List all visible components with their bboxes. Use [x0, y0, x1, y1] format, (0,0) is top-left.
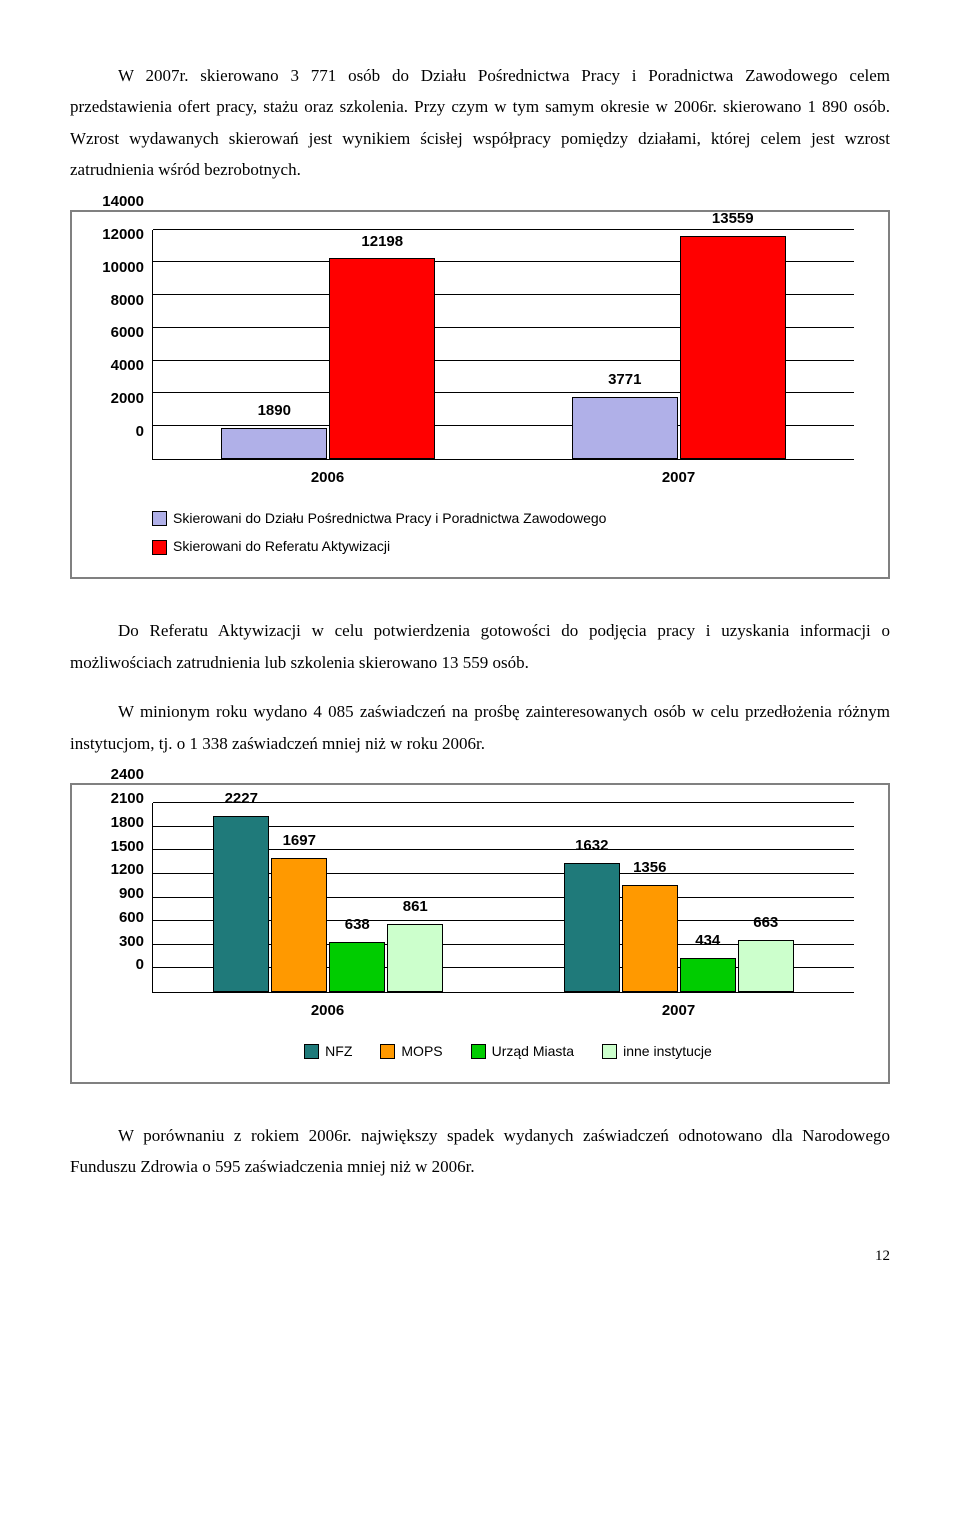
- plot-frame: 189012198377113559: [152, 230, 854, 460]
- paragraph-4: W porównaniu z rokiem 2006r. największy …: [70, 1120, 890, 1183]
- bar-value-label: 1632: [575, 832, 608, 860]
- legend-item: Skierowani do Działu Pośrednictwa Pracy …: [152, 506, 864, 532]
- paragraph-1: W 2007r. skierowano 3 771 osób do Działu…: [70, 60, 890, 186]
- legend-swatch: [152, 511, 167, 526]
- bar: 638: [329, 942, 385, 993]
- bar: 861: [387, 924, 443, 992]
- bar-value-label: 1890: [258, 397, 291, 425]
- bar-value-label: 3771: [608, 366, 641, 394]
- chart-1-legend: Skierowani do Działu Pośrednictwa Pracy …: [152, 506, 864, 561]
- bar: 2227: [213, 816, 269, 992]
- bar-value-label: 1356: [633, 854, 666, 882]
- ytick-label: 1800: [111, 809, 152, 837]
- ytick-label: 0: [136, 951, 152, 979]
- bar: 1890: [221, 428, 327, 459]
- chart-2-plot-area: 2227169763886116321356434663030060090012…: [152, 803, 854, 993]
- ytick-label: 300: [119, 928, 152, 956]
- legend-item: Skierowani do Referatu Aktywizacji: [152, 534, 864, 560]
- bar: 434: [680, 958, 736, 992]
- bar-value-label: 2227: [225, 785, 258, 813]
- ytick-label: 14000: [102, 188, 152, 216]
- legend-item: NFZ: [304, 1039, 352, 1065]
- ytick-label: 2100: [111, 785, 152, 813]
- bar-value-label: 12198: [361, 228, 403, 256]
- bar: 13559: [680, 236, 786, 459]
- bar-value-label: 1697: [283, 827, 316, 855]
- chart-2-legend: NFZ MOPS Urząd Miasta inne instytucje: [152, 1039, 864, 1068]
- legend-label: MOPS: [401, 1039, 442, 1065]
- bar-group: 189012198: [153, 230, 504, 459]
- ytick-label: 12000: [102, 221, 152, 249]
- paragraph-3: W minionym roku wydano 4 085 zaświadczeń…: [70, 696, 890, 759]
- bar: 1632: [564, 863, 620, 992]
- xtick-label: 2006: [152, 997, 503, 1025]
- xtick-label: 2006: [152, 464, 503, 492]
- bar: 12198: [329, 258, 435, 458]
- bar: 1356: [622, 885, 678, 992]
- bar: 663: [738, 940, 794, 992]
- legend-label: NFZ: [325, 1039, 352, 1065]
- bar-groups: 2227169763886116321356434663: [153, 803, 854, 992]
- ytick-label: 2400: [111, 761, 152, 789]
- ytick-label: 0: [136, 418, 152, 446]
- legend-swatch: [471, 1044, 486, 1059]
- legend-item: inne instytucje: [602, 1039, 712, 1065]
- chart-1-container: 1890121983771135590200040006000800010000…: [70, 210, 890, 580]
- legend-label: Urząd Miasta: [492, 1039, 574, 1065]
- ytick-label: 8000: [111, 287, 152, 315]
- xtick-label: 2007: [503, 464, 854, 492]
- ytick-label: 1200: [111, 856, 152, 884]
- chart-1-xticks: 20062007: [152, 464, 854, 492]
- ytick-label: 1500: [111, 833, 152, 861]
- bar-group: 377113559: [504, 230, 855, 459]
- bar-value-label: 434: [695, 927, 720, 955]
- legend-swatch: [602, 1044, 617, 1059]
- chart-1-plot-area: 1890121983771135590200040006000800010000…: [152, 230, 854, 460]
- bar: 3771: [572, 397, 678, 459]
- chart-2-xticks: 20062007: [152, 997, 854, 1025]
- ytick-label: 2000: [111, 385, 152, 413]
- bar-groups: 189012198377113559: [153, 230, 854, 459]
- legend-swatch: [152, 540, 167, 555]
- plot-frame: 2227169763886116321356434663: [152, 803, 854, 993]
- ytick-label: 10000: [102, 254, 152, 282]
- xtick-label: 2007: [503, 997, 854, 1025]
- bar-value-label: 861: [403, 893, 428, 921]
- page-number: 12: [70, 1243, 890, 1271]
- bar-value-label: 13559: [712, 205, 754, 233]
- bar-group: 16321356434663: [504, 803, 855, 992]
- legend-item: Urząd Miasta: [471, 1039, 574, 1065]
- legend-swatch: [304, 1044, 319, 1059]
- legend-swatch: [380, 1044, 395, 1059]
- chart-2-container: 2227169763886116321356434663030060090012…: [70, 783, 890, 1084]
- legend-label: inne instytucje: [623, 1039, 712, 1065]
- bar-value-label: 663: [753, 909, 778, 937]
- bar: 1697: [271, 858, 327, 992]
- bar-group: 22271697638861: [153, 803, 504, 992]
- legend-item: MOPS: [380, 1039, 442, 1065]
- ytick-label: 4000: [111, 352, 152, 380]
- ytick-label: 600: [119, 904, 152, 932]
- ytick-label: 900: [119, 880, 152, 908]
- ytick-label: 6000: [111, 320, 152, 348]
- bar-value-label: 638: [345, 911, 370, 939]
- paragraph-2: Do Referatu Aktywizacji w celu potwierdz…: [70, 615, 890, 678]
- legend-label: Skierowani do Działu Pośrednictwa Pracy …: [173, 506, 606, 532]
- legend-label: Skierowani do Referatu Aktywizacji: [173, 534, 390, 560]
